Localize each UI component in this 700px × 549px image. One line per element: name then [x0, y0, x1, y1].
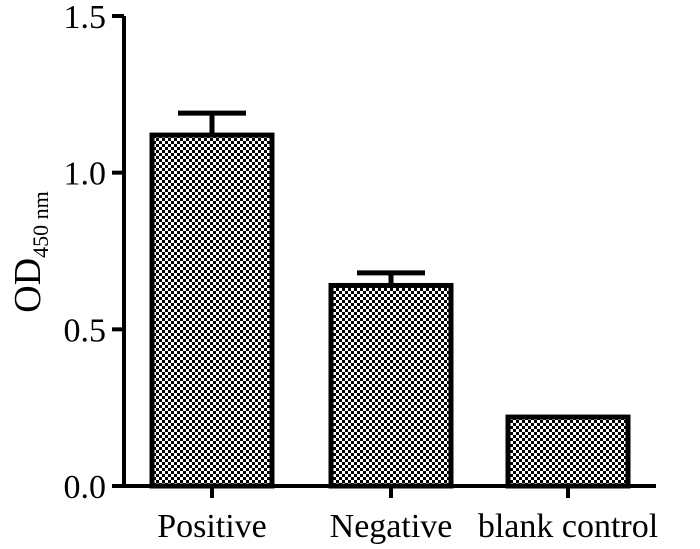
x-ticks: Positive Negative blank control — [157, 486, 658, 545]
y-ticks: 0.0 0.5 1.0 1.5 — [64, 0, 124, 506]
y-tick-label: 1.0 — [64, 156, 107, 193]
x-tick-label: blank control — [478, 508, 658, 545]
y-axis-title-main: OD — [7, 258, 49, 313]
x-tick-label: Negative — [330, 508, 453, 545]
y-axis-title-subscript: 450 nm — [28, 191, 53, 258]
y-tick-label: 1.5 — [64, 0, 107, 36]
error-bars-layer — [178, 110, 425, 286]
y-tick-label: 0.0 — [64, 469, 107, 506]
bar-blank-control — [505, 414, 631, 489]
bar-positive — [149, 132, 275, 489]
bar-negative — [328, 282, 454, 489]
y-tick-label: 0.5 — [64, 312, 107, 349]
bars-layer — [149, 132, 631, 489]
y-axis-title: OD450 nm — [7, 191, 53, 313]
x-tick-label: Positive — [157, 508, 267, 545]
